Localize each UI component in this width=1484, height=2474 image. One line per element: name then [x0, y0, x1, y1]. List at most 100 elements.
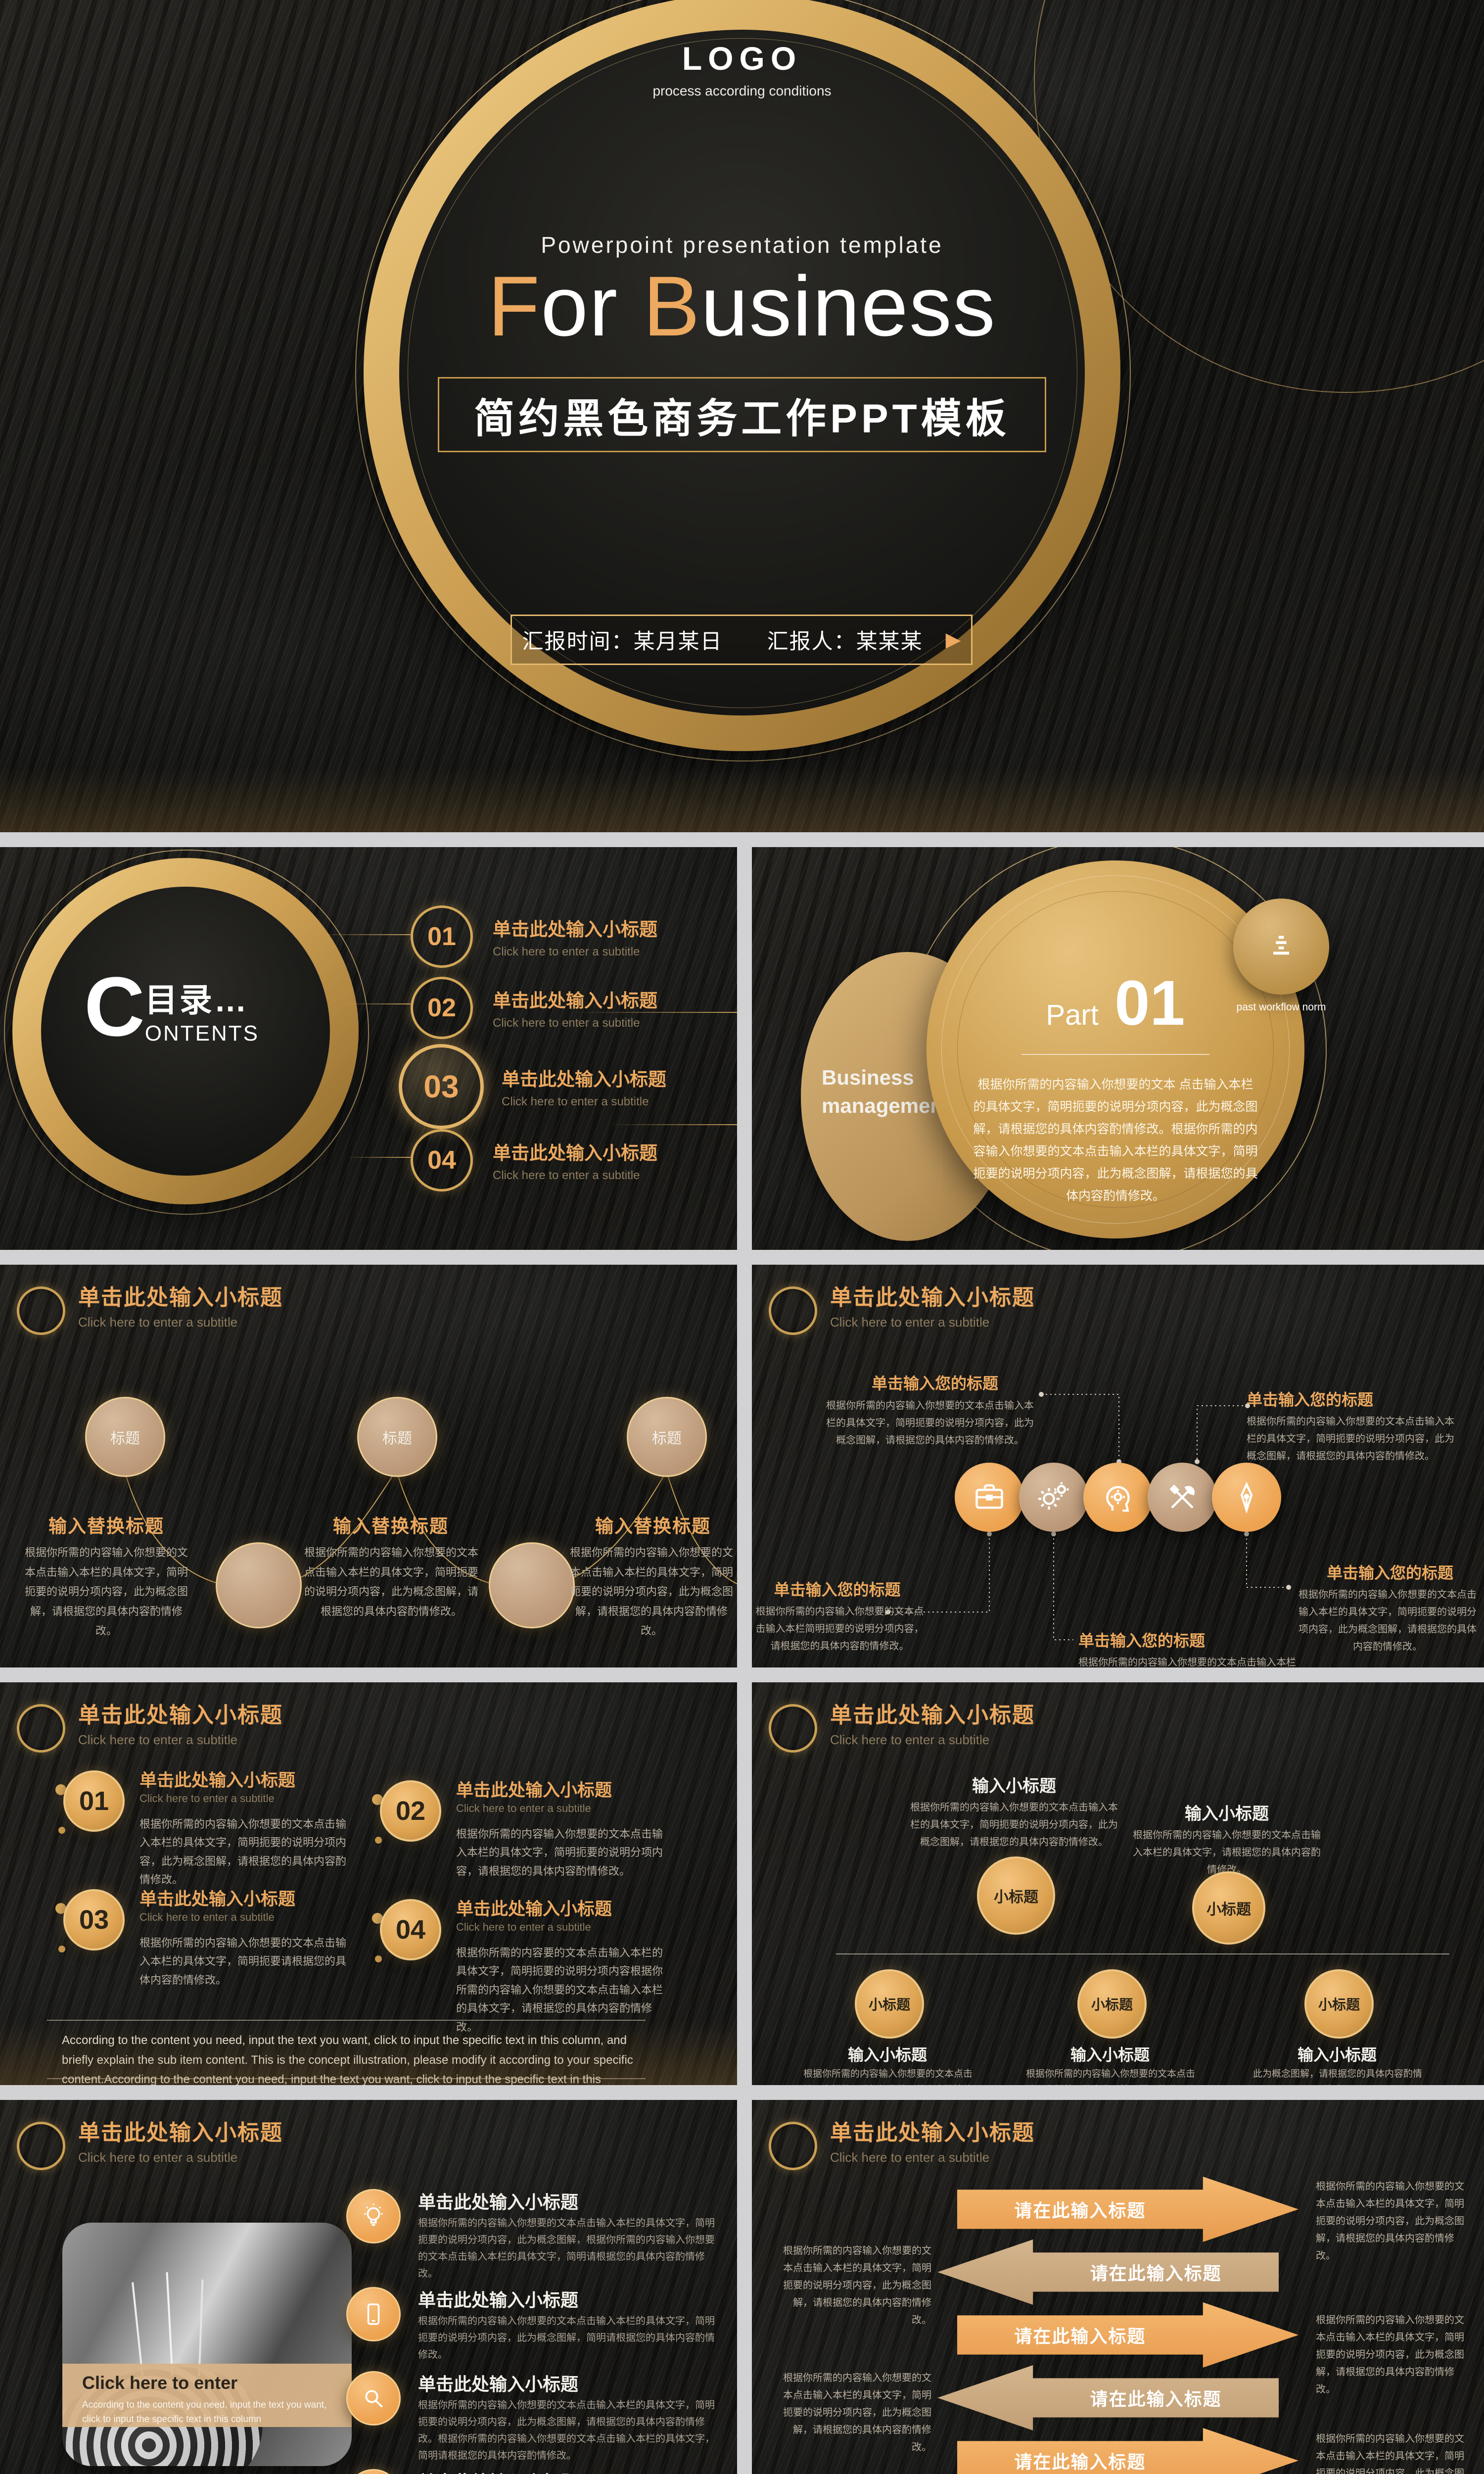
ring-icon: [769, 1704, 817, 1753]
picture-item-icon-3: [346, 2371, 401, 2426]
deco-dot: [375, 1837, 382, 1844]
cover-logo: LOGO: [682, 40, 802, 77]
process-body-3: 根据你所需的内容输入你想要的文本点击输入本栏简明扼要的说明分项内容，请根据您的具…: [755, 1606, 924, 1652]
process-circle-3: [1083, 1463, 1153, 1532]
ring-icon: [17, 2122, 65, 2170]
cover-inner-thin-ring: [408, 38, 1077, 708]
gears-icon: [1035, 1478, 1072, 1516]
contents-item-3: 03 单击此处输入小标题 Click here to enter a subti…: [399, 1044, 666, 1129]
subtitle-bottom-circle-1: 小标题: [855, 1969, 924, 2039]
cover-title: For Business: [297, 257, 1187, 355]
arrow-note-left-2: 根据你所需的内容输入你想要的文本点击输入本栏的具体文字，简明扼要的说明分项内容，…: [783, 2373, 931, 2453]
workflow-icon: [1265, 931, 1297, 962]
subtitle-bottom-heading-2: 输入小标题: [1070, 2046, 1150, 2064]
numbered-body-1: 根据你所需的内容输入你想要的文本点击输入本栏的具体文字，简明扼要的说明分项内容，…: [139, 1818, 347, 1886]
numbered-subtitle-4: Click here to enter a subtitle: [456, 1921, 591, 1933]
section-title: 单击此处输入小标题: [78, 1285, 283, 1310]
item-title: 单击此处输入小标题: [493, 991, 657, 1011]
process-title-4: 单击输入您的标题: [1078, 1632, 1206, 1650]
arrow-label: 请在此输入标题: [1090, 2263, 1222, 2284]
process-circle-1: [955, 1463, 1024, 1532]
item-number-badge: 03: [399, 1044, 484, 1129]
subtitle-bottom-circle-2: 小标题: [1077, 1969, 1147, 2039]
smartphone-icon: [360, 2300, 387, 2328]
slide-curve-flow: 单击此处输入小标题 Click here to enter a subtitle…: [0, 1265, 737, 1667]
ring-icon: [17, 1286, 65, 1335]
circle-label: 小标题: [1206, 1902, 1251, 1918]
business-label: Business management: [822, 1066, 950, 1117]
subtitle-top-heading-1: 输入小标题: [972, 1777, 1056, 1796]
circle-label: 小标题: [868, 1997, 910, 2012]
subtitle-top-heading-2: 输入小标题: [1185, 1805, 1269, 1823]
contents-item-1: 01 单击此处输入小标题 Click here to enter a subti…: [411, 905, 657, 968]
cover-title-part-2: or: [541, 259, 643, 354]
item-subtitle: Click here to enter a subtitle: [502, 1095, 649, 1108]
curve-body-3: 根据你所需的内容输入你想要的文本点击输入本栏的具体文字，简明扼要的说明分项内容，…: [570, 1546, 734, 1637]
arrow-left-2: 请在此输入标题: [937, 2365, 1279, 2430]
cover-title-accent-2: B: [643, 259, 701, 354]
numbered-subtitle-3: Click here to enter a subtitle: [139, 1911, 275, 1923]
dart: [198, 2279, 204, 2377]
slide-icon-process: 单击此处输入小标题 Click here to enter a subtitle: [752, 1265, 1484, 1667]
cover-info-bar[interactable]: 汇报时间：某月某日 汇报人：某某某 ▶: [510, 615, 973, 665]
picture-item-icon-4: [346, 2469, 401, 2474]
circle-label: 小标题: [1091, 1997, 1133, 2012]
slide-cover: LOGO process according conditions Powerp…: [0, 0, 1484, 832]
picture-item-icon-1: [346, 2189, 401, 2243]
section-header: 单击此处输入小标题 Click here to enter a subtitle: [17, 2121, 283, 2170]
contents-en: ONTENTS: [144, 1021, 260, 1046]
deco-dot: [58, 1827, 65, 1834]
photo-caption-band[interactable]: Click here to enter According to the con…: [62, 2364, 352, 2427]
contents-ring-inner: [41, 887, 330, 1176]
numbered-title-1: 单击此处输入小标题: [139, 1771, 296, 1790]
picture-item-body-1: 根据你所需的内容输入你想要的文本点击输入本栏的具体文字，简明扼要的说明分项内容，…: [418, 2218, 715, 2279]
process-body-4: 根据你所需的内容输入你想要的文本点击输入本栏的具体文字，简明扼要的说明分项内容，…: [1078, 1657, 1296, 1667]
item-subtitle: Click here to enter a subtitle: [493, 1169, 640, 1182]
process-title-5: 单击输入您的标题: [1326, 1564, 1453, 1582]
section-subtitle: Click here to enter a subtitle: [830, 1732, 990, 1747]
arrow-note-left-1: 根据你所需的内容输入你想要的文本点击输入本栏的具体文字，简明扼要的说明分项内容，…: [783, 2245, 931, 2326]
arrow-left-1: 请在此输入标题: [937, 2239, 1279, 2305]
picture-item-title-2: 单击此处输入小标题: [418, 2290, 579, 2310]
contents-outer-thin-ring: [4, 850, 369, 1215]
contents-item-4: 04 单击此处输入小标题 Click here to enter a subti…: [411, 1129, 657, 1191]
numbered-body-2: 根据你所需的内容输入你想要的文本点击输入本栏的具体文字，简明扼要的说明分项内容，…: [456, 1828, 663, 1877]
deco-dot: [375, 1955, 382, 1962]
numbered-title-3: 单击此处输入小标题: [139, 1890, 296, 1909]
deco-dot: [55, 1903, 66, 1914]
badge-number: 01: [79, 1786, 109, 1816]
process-body-2: 根据你所需的内容输入你想要的文本点击输入本栏的具体文字，简明扼要的说明分项内容，…: [1247, 1416, 1454, 1462]
item-number: 01: [427, 922, 456, 951]
numbered-body-4: 根据你所需的内容要的文本点击输入本栏的具体文字，简明扼要的说明分项内容根据你所需…: [456, 1947, 663, 2033]
item-title: 单击此处输入小标题: [493, 919, 657, 940]
picture-item-body-2: 根据你所需的内容输入你想要的文本点击输入本栏的具体文字，简明扼要的说明分项内容，…: [418, 2316, 715, 2360]
arrow-label: 请在此输入标题: [1014, 2200, 1146, 2221]
picture-item-icon-2: [346, 2287, 401, 2341]
section-header: 单击此处输入小标题 Click here to enter a subtitle: [17, 1285, 283, 1335]
section-title: 单击此处输入小标题: [830, 1703, 1035, 1727]
arrow-note-right-1: 根据你所需的内容输入你想要的文本点击输入本栏的具体文字，简明扼要的说明分项内容，…: [1316, 2181, 1464, 2261]
curve-top-circle-1: 标题: [85, 1397, 165, 1477]
subtitle-bottom-heading-1: 输入小标题: [847, 2046, 927, 2064]
picture-item-title-4: 单击此处输入小标题: [418, 2468, 578, 2474]
subtitle-top-circle-1: 小标题: [977, 1856, 1055, 1935]
slide-contents: C 目录… ONTENTS 01 单击此处输入小标题 Click here to…: [0, 847, 737, 1250]
picture-item-title-1: 单击此处输入小标题: [418, 2192, 579, 2212]
subtitle-bottom-body-3: 此为概念图解，请根据您的具体内容酌情修改。: [1252, 2069, 1422, 2085]
cover-title-part-4: usiness: [700, 259, 996, 354]
connector-line: [341, 1003, 411, 1004]
process-body-1: 根据你所需的内容输入你想要的文本点击输入本栏的具体文字，简明扼要的说明分项内容，…: [826, 1400, 1034, 1446]
section-header: 单击此处输入小标题 Click here to enter a subtitle: [769, 2121, 1035, 2170]
bottom-glow: [0, 768, 1484, 832]
contents-item-2: 02 单击此处输入小标题 Click here to enter a subti…: [411, 977, 657, 1039]
play-arrow-icon: ▶: [945, 629, 961, 651]
contents-cn: 目录…: [144, 982, 249, 1018]
footer-line-top: [47, 2020, 646, 2021]
item-subtitle: Click here to enter a subtitle: [493, 945, 640, 958]
deco-dot: [372, 1913, 383, 1924]
item-number-badge: 02: [411, 977, 473, 1039]
item-title: 单击此处输入小标题: [493, 1143, 657, 1163]
workflow-badge: [1233, 899, 1329, 995]
picture-item-body-3: 根据你所需的内容输入你想要的文本点击输入本栏的具体文字，简明扼要的说明分项内容，…: [418, 2400, 715, 2461]
